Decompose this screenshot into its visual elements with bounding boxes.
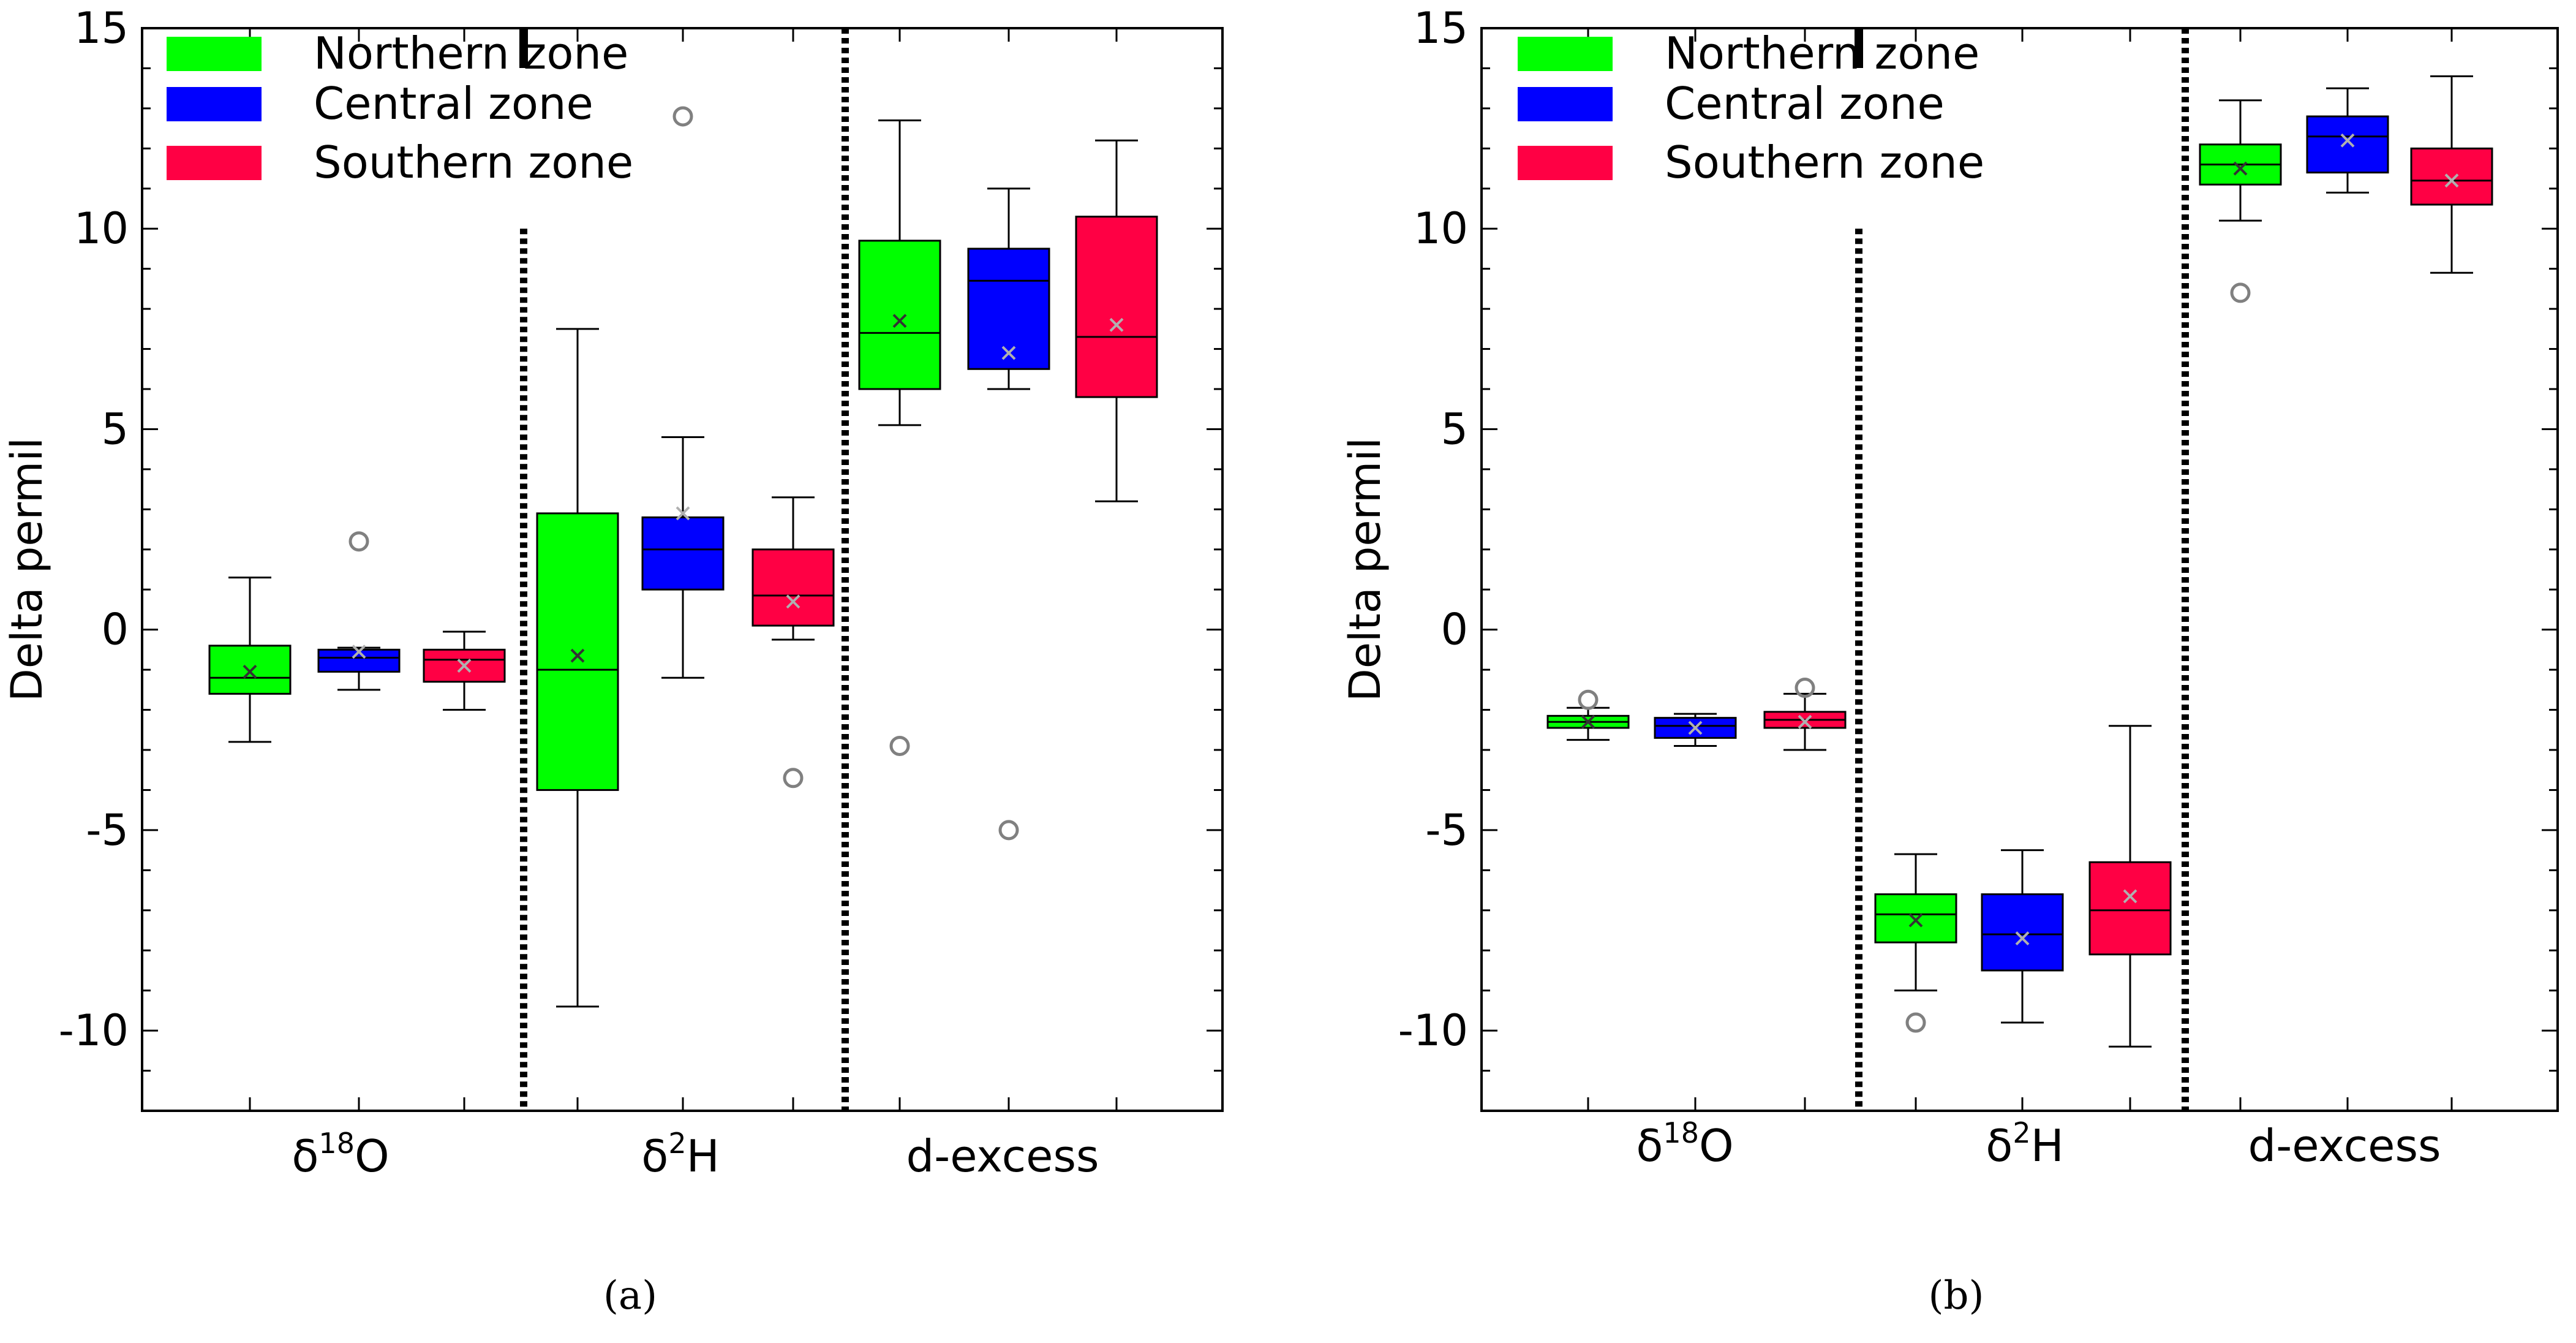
legend-swatch [167, 87, 262, 121]
y-axis-label: Delta permil [2, 437, 52, 702]
mean-marker [1798, 714, 1812, 729]
group-label-sup: 2 [2013, 1116, 2030, 1149]
y-tick-label: 5 [101, 404, 129, 454]
mean-marker [892, 314, 907, 328]
mean-marker [1581, 714, 1595, 729]
legend-swatch [167, 37, 262, 71]
box-northern-zone [208, 645, 292, 695]
legend-swatch [1518, 37, 1613, 71]
group-label-tail: H [687, 1130, 720, 1182]
outlier-point [1795, 678, 1815, 698]
outlier-point [672, 106, 693, 127]
mean-marker [786, 594, 800, 609]
group-label-base: δ [292, 1130, 318, 1182]
box-central-zone [967, 248, 1050, 370]
group-label-base: δ [641, 1130, 668, 1182]
panel-label: (a) [603, 1273, 657, 1318]
box-northern-zone [536, 512, 619, 791]
box-central-zone [2306, 115, 2389, 174]
box-southern-zone [751, 548, 835, 627]
outlier-point [2230, 282, 2251, 303]
mean-marker [2123, 889, 2137, 904]
box-northern-zone [1874, 893, 1957, 944]
legend-label: Southern zone [314, 137, 633, 188]
mean-marker [2233, 161, 2248, 176]
group-label: d-excess [2248, 1120, 2441, 1171]
outlier-point [1578, 689, 1599, 710]
y-tick-label: -5 [1425, 805, 1468, 855]
box-central-zone [1981, 893, 2064, 972]
y-tick-label: 0 [101, 605, 129, 655]
group-label: δ2H [1986, 1116, 2063, 1171]
mean-marker [1109, 317, 1124, 332]
mean-marker [570, 648, 585, 663]
y-tick-label: -10 [1398, 1005, 1468, 1056]
mean-marker [1688, 721, 1703, 735]
y-axis-label: Delta permil [1340, 437, 1390, 702]
legend-label: Southern zone [1665, 137, 1984, 188]
group-label-base: d-excess [906, 1130, 1099, 1182]
y-tick-label: 0 [1441, 605, 1468, 655]
group-label-tail: H [2031, 1120, 2064, 1171]
box-northern-zone [858, 240, 941, 390]
y-tick-label: -5 [86, 805, 129, 855]
legend-swatch [167, 146, 262, 180]
box-southern-zone [1075, 216, 1158, 398]
group-label: δ18O [1636, 1116, 1733, 1171]
box-southern-zone [2410, 147, 2493, 206]
group-label-base: d-excess [2248, 1120, 2441, 1171]
outlier-point [889, 735, 910, 756]
y-tick-label: 10 [1414, 203, 1468, 254]
box-southern-zone [2088, 861, 2172, 956]
group-label-base: δ [1986, 1120, 2013, 1171]
mean-marker [352, 645, 366, 659]
mean-marker [2340, 133, 2355, 148]
mean-marker [1001, 346, 1016, 360]
group-label: δ18O [292, 1127, 389, 1182]
legend-swatch [1518, 87, 1613, 121]
group-label-sup: 18 [318, 1127, 355, 1160]
legend-label: Central zone [314, 78, 593, 129]
y-tick-label: 5 [1441, 404, 1468, 454]
legend-label: Northern zone [1665, 28, 1979, 79]
legend-label: Central zone [1665, 78, 1945, 129]
mean-marker [243, 664, 257, 679]
outlier-point [348, 531, 369, 552]
group-label: d-excess [906, 1130, 1099, 1182]
mean-marker [1908, 913, 1923, 928]
y-tick-label: -10 [59, 1005, 129, 1056]
y-tick-label: 15 [1414, 3, 1468, 53]
group-label-tail: O [1699, 1120, 1734, 1171]
panel-label: (b) [1929, 1273, 1984, 1318]
outlier-point [783, 768, 804, 789]
box-central-zone [641, 516, 725, 591]
group-label-sup: 18 [1663, 1116, 1699, 1149]
mean-marker [676, 506, 690, 521]
mean-marker [457, 659, 472, 673]
group-label: δ2H [641, 1127, 719, 1182]
group-label-base: δ [1636, 1120, 1663, 1171]
plot-frame [1480, 27, 2559, 1112]
group-label-tail: O [355, 1130, 390, 1182]
outlier-point [1905, 1012, 1926, 1033]
outlier-point [998, 820, 1019, 841]
mean-marker [2015, 931, 2030, 946]
legend-label: Northern zone [314, 28, 628, 79]
y-tick-label: 10 [74, 203, 129, 254]
group-label-sup: 2 [668, 1127, 686, 1160]
legend-swatch [1518, 146, 1613, 180]
mean-marker [2444, 173, 2459, 188]
y-tick-label: 15 [74, 3, 129, 53]
